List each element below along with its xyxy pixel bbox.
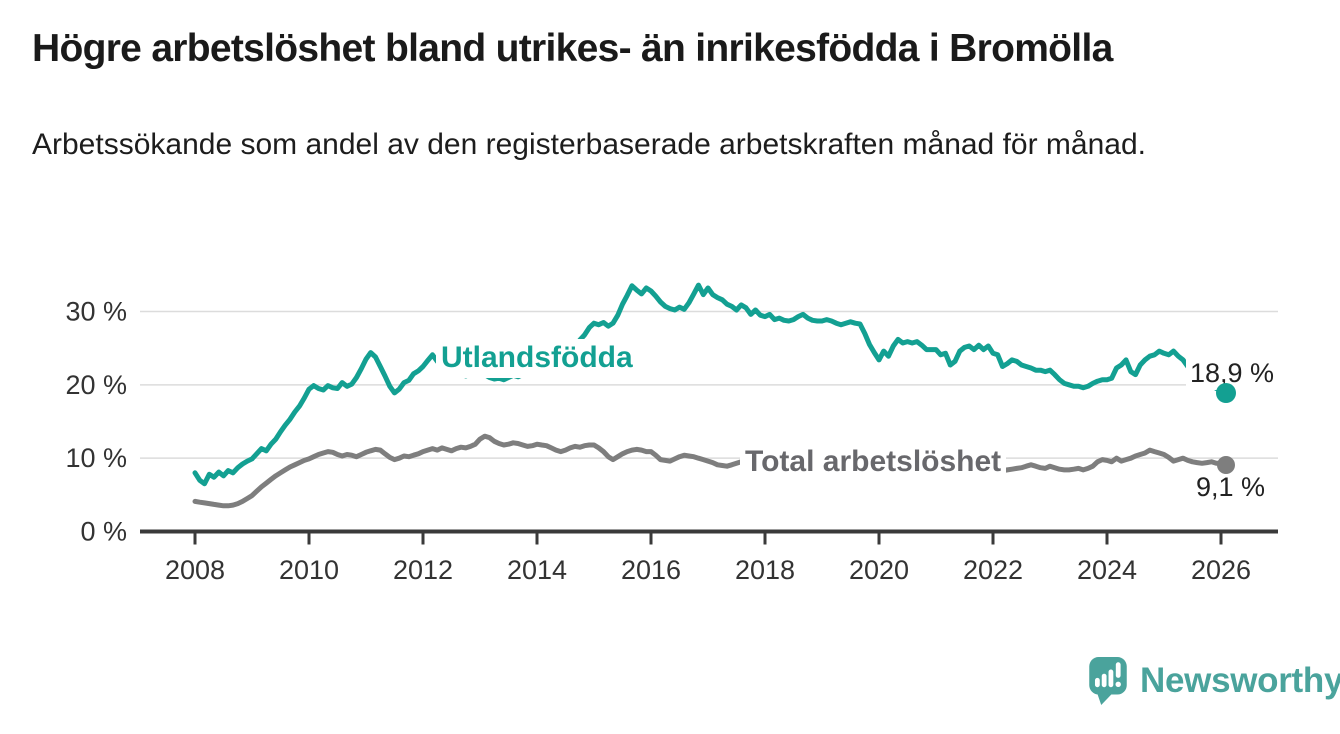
svg-text:2022: 2022 (963, 555, 1023, 585)
exclamation-dot (1115, 681, 1121, 688)
series-label-utlandsfodda: Utlandsfödda (436, 339, 638, 378)
end-value-label-total-arbetsloshet: 9,1 % (1192, 471, 1270, 505)
svg-text:20 %: 20 % (65, 370, 127, 400)
svg-text:2008: 2008 (165, 555, 225, 585)
bar-chart-bar-small (1094, 677, 1100, 688)
svg-text:10 %: 10 % (65, 443, 127, 473)
svg-text:2026: 2026 (1191, 555, 1251, 585)
bar-chart-bar-tall (1108, 669, 1114, 688)
end-dot-total-arbetsloshet (1216, 455, 1235, 474)
exclamation-bar (1115, 662, 1121, 678)
end-dot-utlandsfodda (1215, 382, 1236, 403)
svg-text:2016: 2016 (621, 555, 681, 585)
bar-chart-bar-medium (1101, 673, 1107, 688)
svg-text:2012: 2012 (393, 555, 453, 585)
svg-text:2020: 2020 (849, 555, 909, 585)
svg-text:30 %: 30 % (65, 297, 127, 327)
speech-bubble-tail (1096, 691, 1114, 705)
newsworthy-logo-text: Newsworthy (1140, 661, 1340, 700)
chart-subtitle: Arbetssökande som andel av den registerb… (32, 128, 1146, 161)
newsworthy-logo-icon (1089, 657, 1127, 705)
chart-title: Högre arbetslöshet bland utrikes- än inr… (32, 27, 1113, 70)
series-label-total-arbetsloshet: Total arbetslöshet (740, 443, 1007, 482)
svg-text:2024: 2024 (1077, 555, 1137, 585)
svg-text:2014: 2014 (507, 555, 567, 585)
svg-text:2010: 2010 (279, 555, 339, 585)
newsworthy-logo: Newsworthy (1088, 656, 1340, 706)
svg-text:0 %: 0 % (80, 517, 127, 547)
svg-text:2018: 2018 (735, 555, 795, 585)
